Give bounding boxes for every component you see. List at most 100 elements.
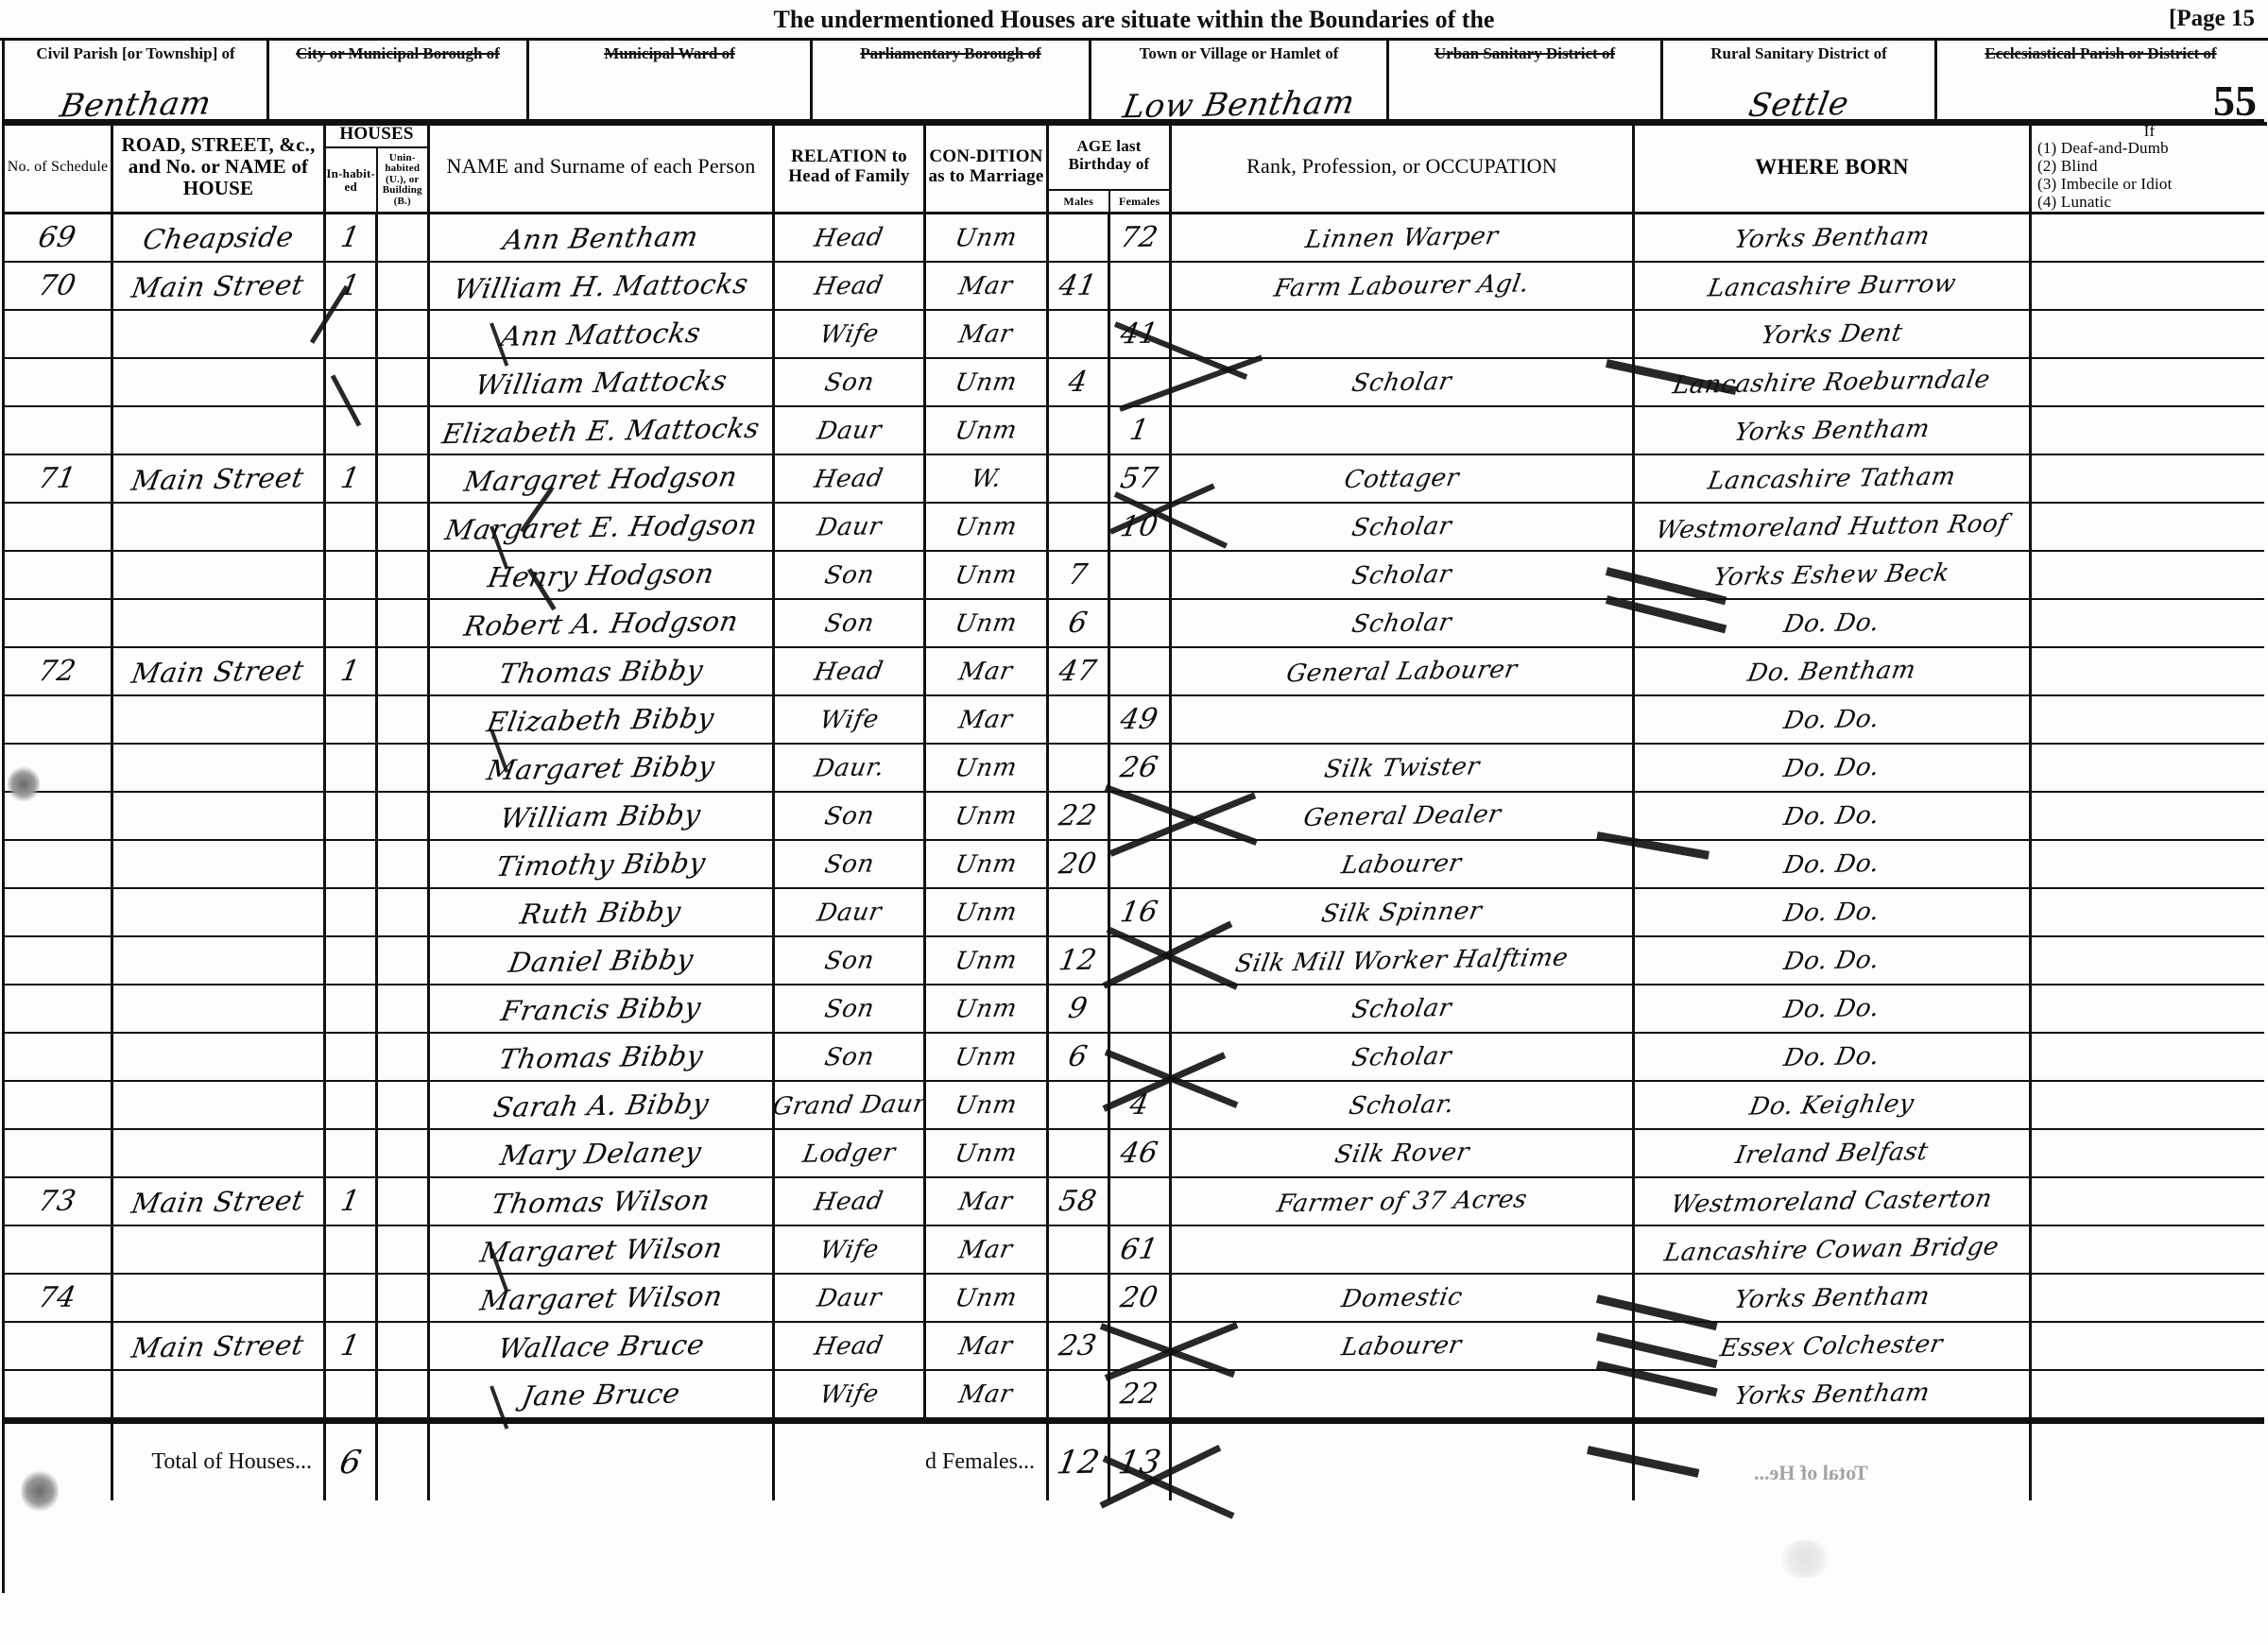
cell-schedule-number [5,696,113,743]
table-row: Daniel Bibby Son Unm 12 Silk Mill Worker Hal… [5,937,2264,985]
cell-houses-uninhabited [378,263,430,309]
schedule-number: 70 [36,268,79,303]
cell-occupation: Linnen Warper [1172,214,1635,261]
person-name: Mary Delaney [497,1135,705,1172]
cell-marital-condition: Unm [926,841,1049,887]
district-col-rural-sanitary: Rural Sanitary District of Settle [1663,41,1937,125]
table-row: Thomas Bibby Son Unm 6 Scholar Do. Do. [5,1034,2264,1082]
cell-infirmity [2032,793,2263,839]
cell-age-female [1110,600,1172,646]
cell-houses-uninhabited [378,359,430,405]
houses-inhabited: 1 [338,220,363,255]
cell-relation-to-head: Son [775,985,926,1032]
relation-to-head: Head [812,656,886,687]
age-male: 58 [1057,1184,1100,1219]
cell-relation-to-head: Son [775,937,926,984]
cell-where-born: Yorks Bentham [1635,407,2032,454]
cell-occupation [1172,1226,1635,1273]
marital-condition: Unm [953,415,1020,446]
cell-houses-uninhabited [378,1226,430,1273]
district-label: Civil Parish [or Township] of [36,44,235,62]
cell-age-male: 20 [1049,841,1110,887]
person-name: William Mattocks [472,363,730,402]
houses-inhabited: 1 [338,268,363,303]
cell-marital-condition: W. [926,455,1049,502]
cell-person-name: Thomas Bibby [430,1034,775,1080]
col-header-infirmity-line-4: (4) Lunatic [2037,192,2112,211]
cell-schedule-number [5,407,113,454]
age-male: 47 [1057,654,1100,689]
cell-road-street [113,696,326,743]
cell-where-born: Do. Do. [1635,600,2032,646]
cell-schedule-number [5,793,113,839]
age-female: 57 [1118,461,1161,496]
cell-where-born: Ireland Belfast [1635,1130,2032,1176]
person-name: Ann Bentham [501,219,701,256]
cell-age-female: 57 [1110,455,1172,502]
cell-age-female [1110,263,1172,309]
cell-houses-inhabited [326,1226,378,1273]
cell-houses-uninhabited [378,937,430,984]
where-born: Lancashire Burrow [1705,268,1959,303]
cell-schedule-number: 72 [5,648,113,694]
cell-age-female [1110,937,1172,984]
table-row: 71 Main Street 1 Margaret Hodgson Head W. 57 Co… [5,455,2264,504]
cell-age-female [1110,1178,1172,1225]
schedule-number: 73 [36,1184,79,1219]
totals-occupation-cell [1172,1424,1635,1500]
cell-age-male [1049,745,1110,791]
occupation: Linnen Warper [1303,221,1501,254]
cell-road-street [113,311,326,357]
person-name: Sarah A. Bibby [490,1087,712,1123]
cell-where-born: Do. Do. [1635,889,2032,935]
cell-road-street: Main Street [113,1323,326,1369]
cell-road-street: Main Street [113,263,326,309]
cell-age-male [1049,1226,1110,1273]
table-row: Jane Bruce Wife Mar 22 Yorks Bentham [5,1371,2264,1419]
relation-to-head: Son [821,1042,877,1071]
where-born: Lancashire Cowan Bridge [1662,1232,2002,1267]
cell-relation-to-head: Head [775,1323,926,1369]
cell-houses-inhabited: 1 [326,1323,378,1369]
cell-age-female: 61 [1110,1226,1172,1273]
cell-age-male: 6 [1049,1034,1110,1080]
cell-marital-condition: Mar [926,1371,1049,1417]
cell-relation-to-head: Lodger [775,1130,926,1176]
cell-age-male: 23 [1049,1323,1110,1369]
occupation: Silk Rover [1332,1138,1471,1169]
cell-person-name: Daniel Bibby [430,937,775,984]
cell-age-female: 16 [1110,889,1172,935]
cell-houses-inhabited: 1 [326,263,378,309]
cell-age-female: 1 [1110,407,1172,454]
person-name: Francis Bibby [498,990,704,1027]
cell-schedule-number [5,745,113,791]
age-male: 9 [1066,991,1091,1026]
cell-houses-uninhabited [378,745,430,791]
cell-relation-to-head: Wife [775,311,926,357]
table-row: William Mattocks Son Unm 4 Scholar Lancashire… [5,359,2264,407]
cell-infirmity [2032,214,2263,261]
col-header-name: NAME and Surname of each Person [430,122,775,212]
cell-houses-uninhabited [378,841,430,887]
relation-to-head: Daur [814,511,885,542]
cell-road-street [113,985,326,1032]
cell-infirmity [2032,1275,2263,1321]
where-born: Do. Do. [1781,897,1882,928]
cell-houses-inhabited: 1 [326,214,378,261]
age-female: 41 [1118,317,1161,351]
folio-number: 55 [2213,77,2257,125]
cell-houses-inhabited [326,745,378,791]
cell-person-name: Mary Delaney [430,1130,775,1176]
table-row: Sarah A. Bibby Grand Daur Unm 4 Scholar. Do. … [5,1082,2264,1130]
cell-relation-to-head: Son [775,552,926,598]
col-header-infirmity: If (1) Deaf-and-Dumb (2) Blind (3) Imbec… [2032,122,2263,212]
age-male: 20 [1057,847,1100,882]
col-header-age: AGE last Birthday of Males Females [1049,122,1172,212]
cell-houses-uninhabited [378,1371,430,1417]
cell-schedule-number [5,1130,113,1176]
cell-houses-inhabited [326,600,378,646]
cell-person-name: Ann Bentham [430,214,775,261]
cell-road-street [113,600,326,646]
cell-age-female [1110,841,1172,887]
cell-where-born: Lancashire Cowan Bridge [1635,1226,2032,1273]
